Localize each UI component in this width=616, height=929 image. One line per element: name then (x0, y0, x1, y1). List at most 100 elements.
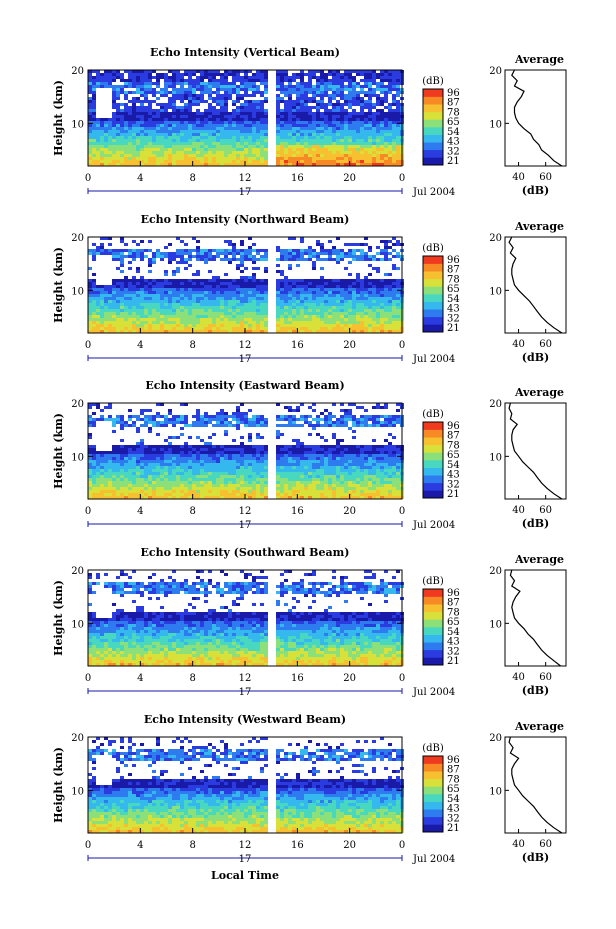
heatmap-cell (276, 318, 280, 321)
heatmap-cell (312, 124, 316, 127)
heatmap-cell (204, 418, 208, 421)
heatmap-cell (180, 493, 184, 496)
heatmap-cell (248, 109, 252, 112)
heatmap-cell (292, 130, 296, 133)
heatmap-cell (376, 315, 380, 318)
heatmap-cell (152, 127, 156, 130)
heatmap-cell (336, 252, 340, 255)
heatmap-cell (388, 103, 392, 106)
heatmap-cell (200, 315, 204, 318)
heatmap-cell (172, 79, 176, 82)
heatmap-cell (104, 118, 108, 121)
heatmap-cell (160, 472, 164, 475)
heatmap-cell (188, 154, 192, 157)
heatmap-cell (328, 315, 332, 318)
heatmap-cell (128, 466, 132, 469)
heatmap-cell (220, 82, 224, 85)
heatmap-cell (228, 124, 232, 127)
heatmap-cell (104, 418, 108, 421)
heatmap-cell (120, 258, 124, 261)
heatmap-cell (156, 412, 160, 415)
heatmap-cell (236, 85, 240, 88)
heatmap-cell (216, 91, 220, 94)
heatmap-cell (232, 145, 236, 148)
heatmap-cell (372, 94, 376, 97)
heatmap-cell (100, 330, 104, 333)
heatmap-cell (168, 412, 172, 415)
heatmap-cell (148, 330, 152, 333)
heatmap-cell (140, 291, 144, 294)
heatmap-cell (292, 88, 296, 91)
heatmap-cell (160, 136, 164, 139)
heatmap-cell (316, 157, 320, 160)
heatmap-cell (92, 457, 96, 460)
heatmap-cell (164, 448, 168, 451)
heatmap-cell (264, 70, 268, 73)
heatmap-cell (220, 97, 224, 100)
heatmap-cell (216, 115, 220, 118)
heatmap-cell (180, 121, 184, 124)
heatmap-cell (168, 318, 172, 321)
heatmap-cell (248, 118, 252, 121)
heatmap-cell (196, 454, 200, 457)
heatmap-cell (96, 496, 100, 499)
heatmap-cell (112, 97, 116, 100)
heatmap-cell (308, 300, 312, 303)
colorbar-segment (423, 149, 443, 158)
heatmap-cell (112, 130, 116, 133)
heatmap-cell (184, 472, 188, 475)
heatmap-cell (108, 496, 112, 499)
heatmap-cell (116, 133, 120, 136)
heatmap-cell (336, 255, 340, 258)
heatmap-cell (128, 252, 132, 255)
heatmap-cell (224, 109, 228, 112)
heatmap-cell (348, 151, 352, 154)
heatmap-cell (184, 445, 188, 448)
heatmap-cell (244, 312, 248, 315)
heatmap-cell (104, 297, 108, 300)
heatmap-cell (232, 288, 236, 291)
heatmap-cell (344, 115, 348, 118)
heatmap-cell (192, 487, 196, 490)
heatmap-cell (320, 121, 324, 124)
heatmap-cell (236, 418, 240, 421)
heatmap-cell (172, 460, 176, 463)
heatmap-cell (92, 249, 96, 252)
heatmap-cell (236, 324, 240, 327)
average-y-tick-label: 20 (489, 233, 502, 244)
heatmap-cell (308, 163, 312, 166)
heatmap-cell (168, 100, 172, 103)
heatmap-cell (356, 294, 360, 297)
heatmap-cell (104, 148, 108, 151)
heatmap-cell (160, 282, 164, 285)
heatmap-cell (288, 297, 292, 300)
heatmap-cell (92, 496, 96, 499)
heatmap-cell (220, 481, 224, 484)
heatmap-cell (352, 94, 356, 97)
heatmap-cell (200, 157, 204, 160)
heatmap-cell (140, 157, 144, 160)
heatmap-cell (100, 288, 104, 291)
heatmap-cell (164, 327, 168, 330)
heatmap-cell (104, 145, 108, 148)
heatmap-cell (104, 303, 108, 306)
heatmap-cell (388, 285, 392, 288)
heatmap-cell (276, 142, 280, 145)
heatmap-cell (180, 79, 184, 82)
heatmap-cell (392, 142, 396, 145)
heatmap-cell (388, 318, 392, 321)
heatmap-cell (164, 94, 168, 97)
heatmap-cell (376, 270, 380, 273)
heatmap-cell (312, 294, 316, 297)
heatmap-cell (164, 118, 168, 121)
heatmap-cell (220, 493, 224, 496)
heatmap-cell (312, 106, 316, 109)
heatmap-cell (96, 154, 100, 157)
heatmap-cell (212, 276, 216, 279)
heatmap-cell (116, 454, 120, 457)
heatmap-cell (100, 73, 104, 76)
heatmap-cell (368, 264, 372, 267)
heatmap-cell (144, 282, 148, 285)
heatmap-cell (168, 300, 172, 303)
x-tick-label: 12 (239, 340, 252, 351)
